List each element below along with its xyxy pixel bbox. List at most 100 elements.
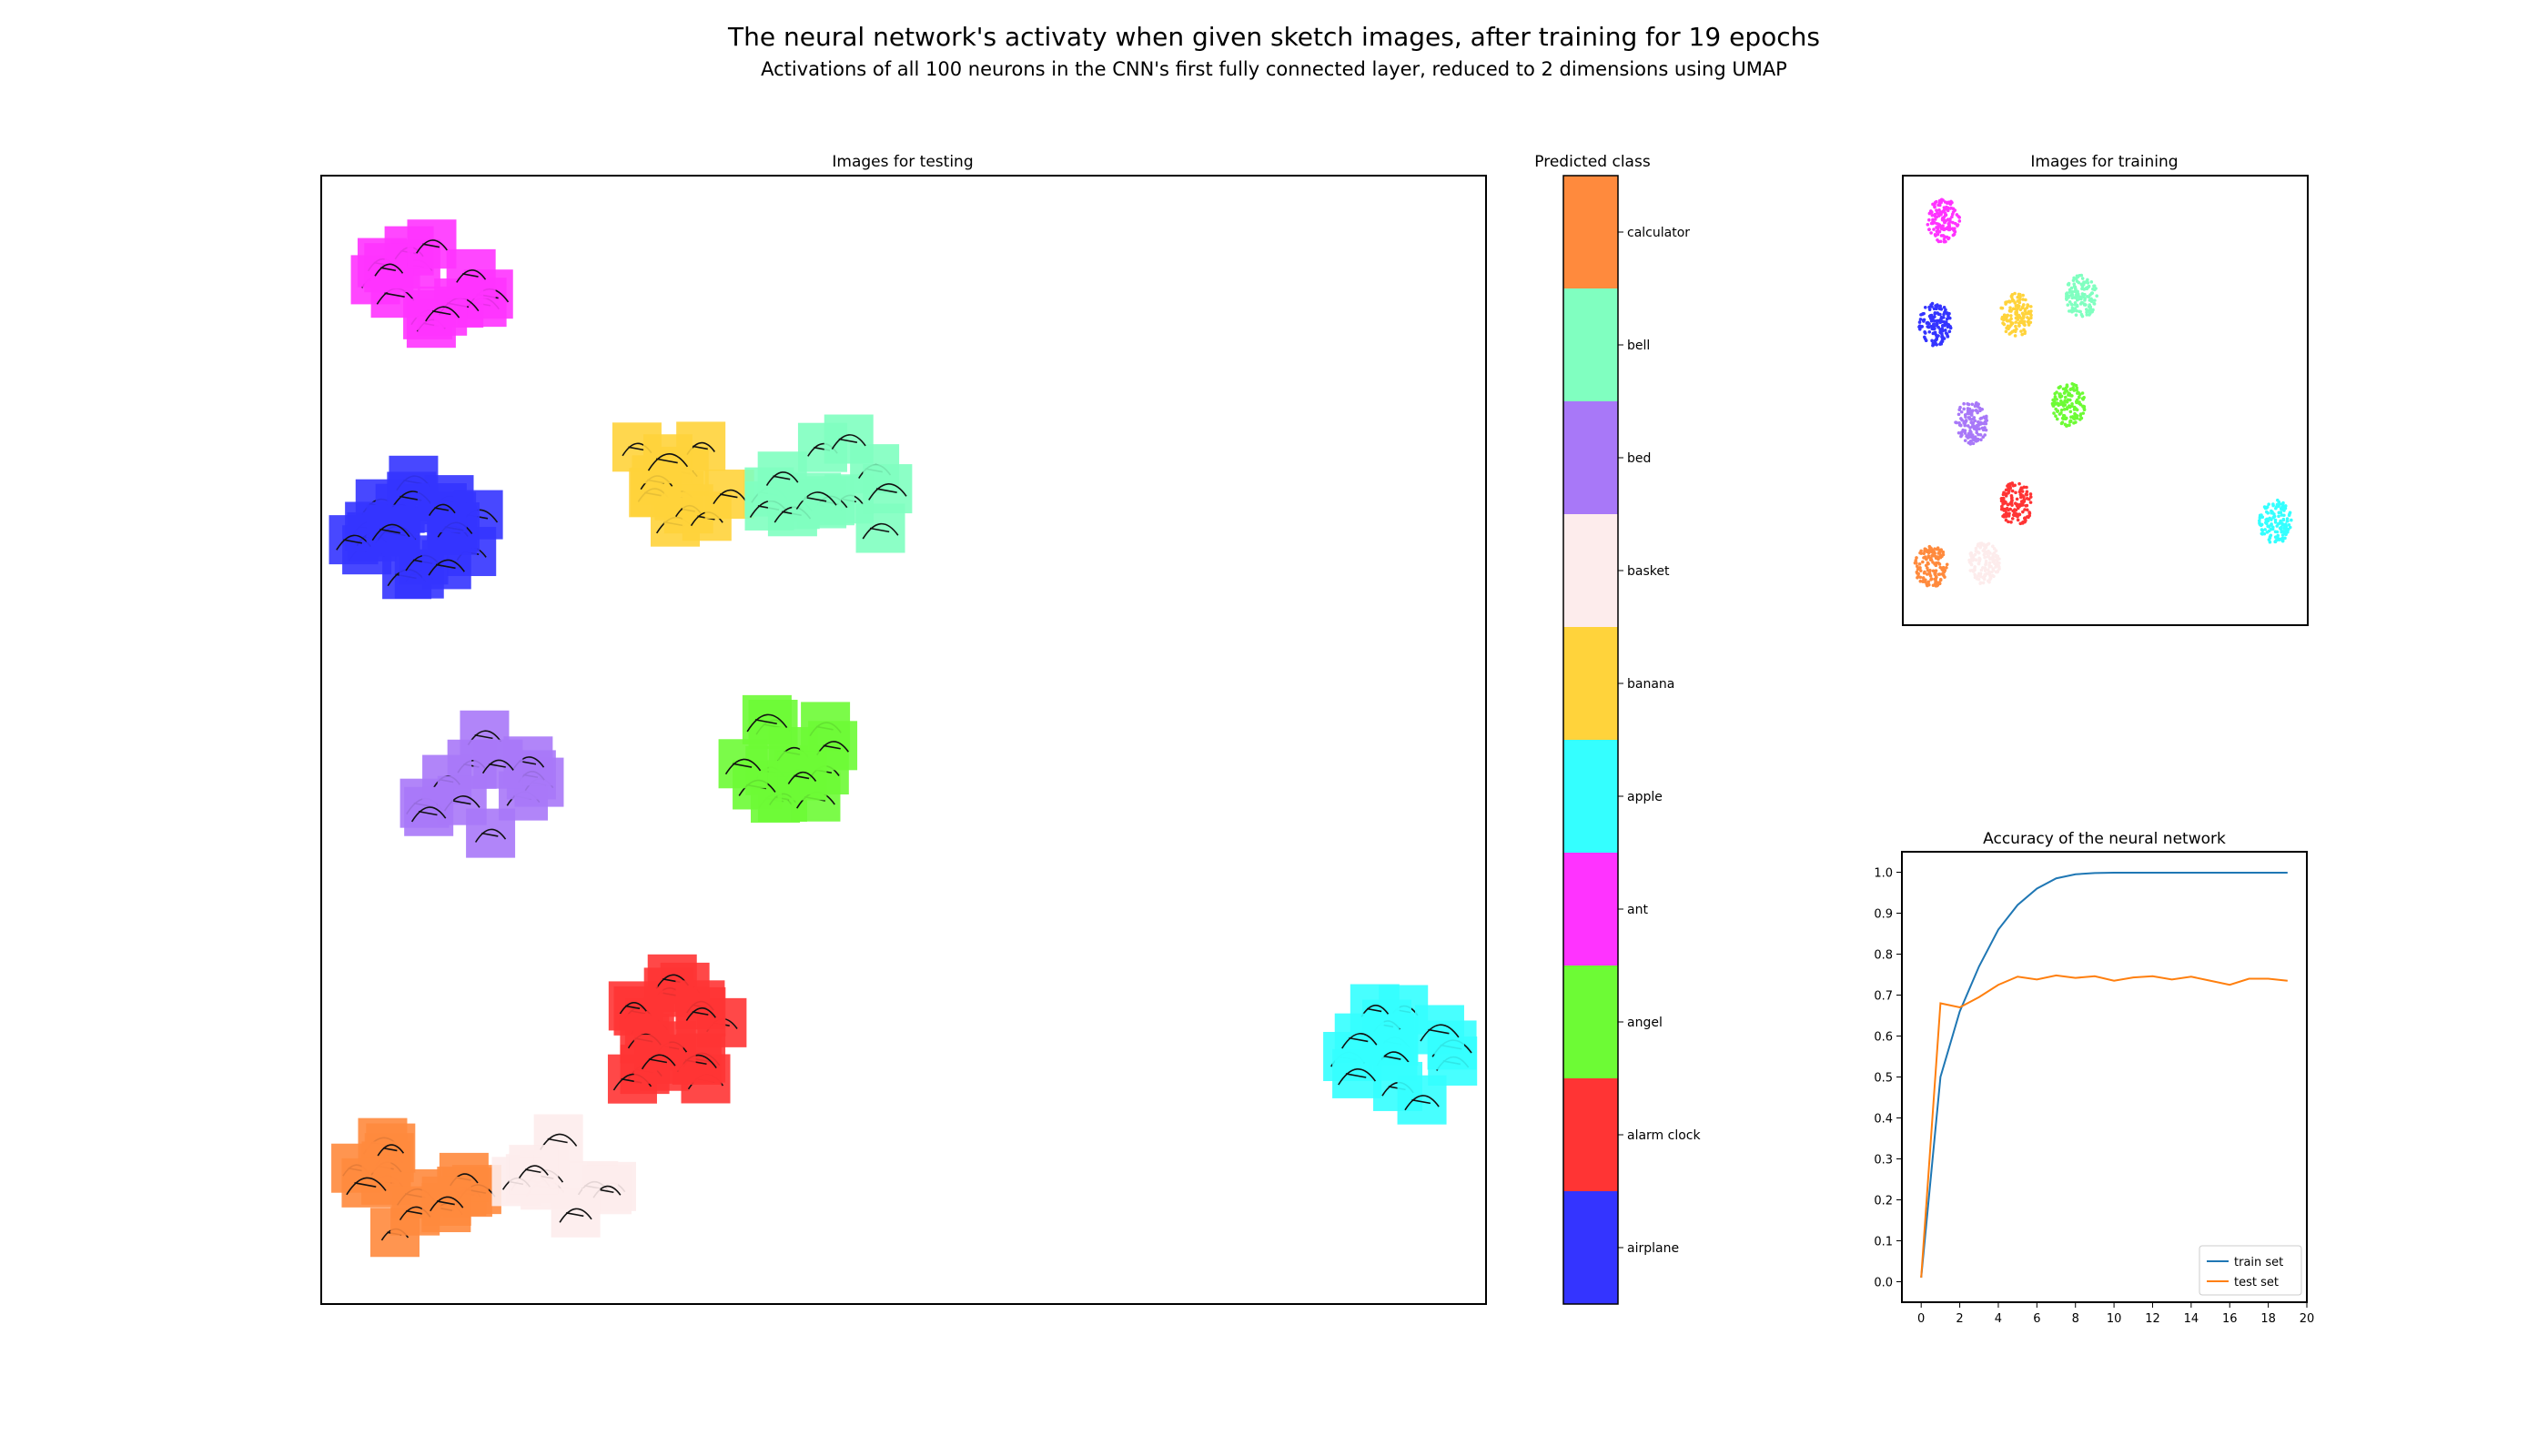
legend-box (2199, 1245, 2302, 1296)
train-scatter-panel (1902, 175, 2309, 626)
train-point (1987, 580, 1991, 584)
train-point (2021, 305, 2025, 308)
train-point (1939, 315, 1944, 319)
sketch-thumbnail (421, 540, 471, 590)
train-point (2068, 309, 2071, 313)
x-tick-label: 0 (1917, 1312, 1925, 1326)
colorbar-label: calculator (1627, 226, 1690, 240)
train-point (2092, 302, 2097, 306)
train-point (2075, 398, 2079, 402)
train-point (2051, 403, 2055, 408)
train-point (1954, 420, 1957, 424)
train-point (2267, 538, 2271, 541)
train-point (1938, 239, 1943, 244)
train-point (2071, 278, 2076, 282)
train-point (1939, 548, 1944, 551)
train-point (1978, 417, 1983, 420)
train-point (1928, 558, 1933, 561)
train-point (1942, 305, 1946, 309)
train-point (2090, 291, 2095, 295)
train-point (2070, 296, 2075, 300)
train-point (1979, 438, 1983, 442)
train-point (2017, 315, 2022, 319)
colorbar-label: ant (1627, 903, 1648, 917)
x-tick-label: 14 (2184, 1312, 2199, 1326)
sketch-thumbnail (824, 414, 874, 464)
train-point (1941, 319, 1946, 324)
train-point (1981, 428, 1986, 432)
train-point (2074, 288, 2078, 291)
train-point (1943, 220, 1946, 225)
sketch-thumbnail (718, 739, 768, 789)
train-point (1982, 577, 1987, 581)
train-point (2009, 520, 2013, 524)
train-point (1974, 409, 1978, 412)
colorbar-label: banana (1627, 677, 1674, 692)
train-point (1931, 561, 1935, 564)
train-point (1915, 561, 1918, 565)
train-point (2004, 500, 2007, 504)
train-point (2079, 295, 2083, 299)
train-point (1977, 559, 1982, 563)
train-point (1947, 329, 1952, 334)
train-point (1932, 318, 1936, 323)
train-point (2013, 291, 2017, 296)
train-point (1917, 566, 1922, 570)
train-point (2018, 492, 2023, 497)
train-point (1997, 567, 2001, 571)
train-point (1956, 430, 1961, 435)
train-point (1989, 556, 1994, 560)
train-point (1935, 226, 1938, 229)
train-point (2078, 401, 2081, 406)
train-point (2265, 521, 2269, 526)
train-point (2005, 300, 2009, 304)
colorbar-title: Predicted class (1534, 153, 1651, 171)
train-point (2054, 414, 2058, 418)
train-point (2016, 518, 2020, 522)
train-point (2072, 389, 2077, 392)
train-point (1987, 570, 1991, 574)
train-point (2061, 417, 2066, 421)
train-point (1980, 407, 1984, 411)
train-point (2029, 316, 2033, 320)
train-point (2065, 294, 2068, 298)
train-point (2265, 531, 2270, 534)
train-point (1968, 409, 1972, 413)
train-point (1938, 329, 1943, 332)
train-point (1943, 575, 1946, 579)
train-point (1943, 309, 1947, 313)
train-point (2068, 404, 2071, 408)
train-point (2006, 502, 2010, 507)
figure-subtitle: Activations of all 100 neurons in the CN… (761, 58, 1787, 80)
train-point (2068, 388, 2072, 391)
train-point (1981, 581, 1986, 585)
train-point (1985, 543, 1989, 547)
train-point (1914, 559, 1918, 562)
train-point (1989, 564, 1993, 569)
train-point (2274, 539, 2279, 542)
sketch-thumbnail (1334, 1013, 1384, 1063)
train-point (2085, 286, 2088, 290)
train-point (2017, 481, 2021, 486)
train-point (2065, 298, 2068, 301)
train-point (2071, 416, 2076, 420)
train-point (1928, 550, 1932, 553)
train-point (1933, 315, 1936, 318)
train-point (2078, 412, 2083, 416)
train-point (2280, 522, 2285, 526)
train-point (2015, 312, 2019, 317)
train-point (2059, 421, 2064, 426)
y-tick-label: 0.1 (1874, 1236, 1893, 1249)
train-point (1958, 423, 1963, 428)
train-point (1935, 215, 1939, 219)
train-point (2084, 308, 2088, 311)
train-point (2013, 334, 2017, 338)
train-point (1938, 577, 1943, 581)
train-point (1921, 576, 1926, 580)
train-point (2270, 510, 2274, 514)
train-point (1929, 231, 1933, 235)
train-point (2274, 506, 2278, 511)
train-point (2000, 306, 2005, 310)
train-point (2051, 398, 2055, 402)
train-point (1929, 303, 1933, 307)
